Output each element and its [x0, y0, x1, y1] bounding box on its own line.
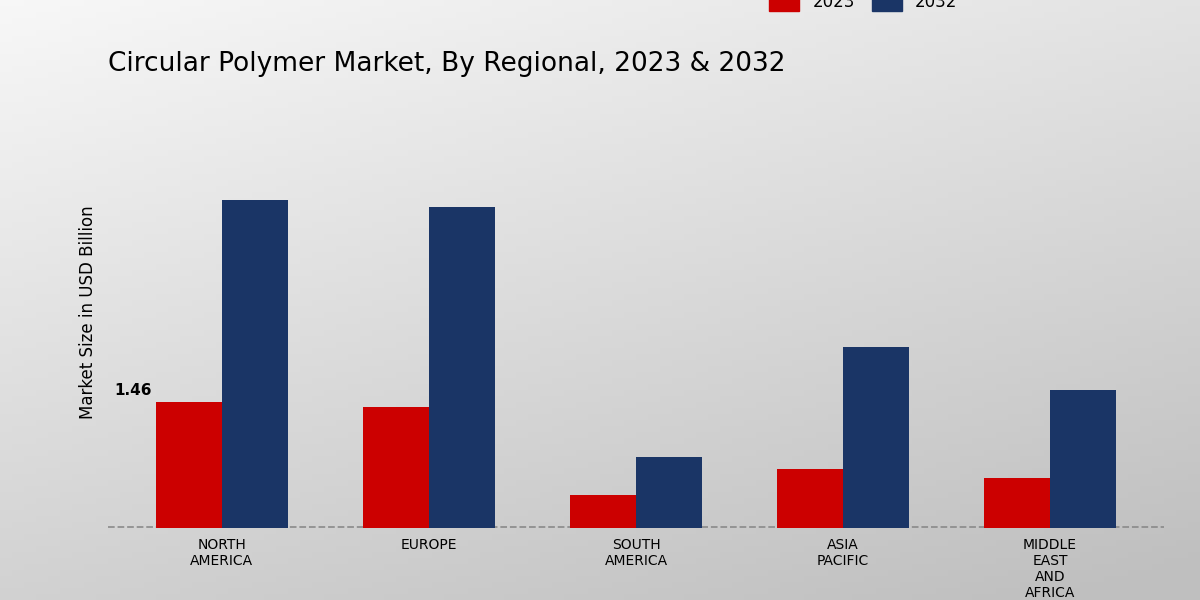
- Bar: [776, 469, 844, 528]
- Bar: [222, 200, 288, 528]
- Bar: [156, 402, 222, 528]
- Y-axis label: Market Size in USD Billion: Market Size in USD Billion: [79, 205, 97, 419]
- Bar: [984, 478, 1050, 528]
- Bar: [428, 206, 496, 528]
- Legend: 2023, 2032: 2023, 2032: [761, 0, 966, 19]
- Bar: [636, 457, 702, 528]
- Bar: [844, 347, 910, 528]
- Text: Circular Polymer Market, By Regional, 2023 & 2032: Circular Polymer Market, By Regional, 20…: [108, 51, 786, 77]
- Bar: [362, 407, 428, 528]
- Bar: [1050, 390, 1116, 528]
- Text: 1.46: 1.46: [114, 383, 151, 398]
- Bar: [570, 495, 636, 528]
